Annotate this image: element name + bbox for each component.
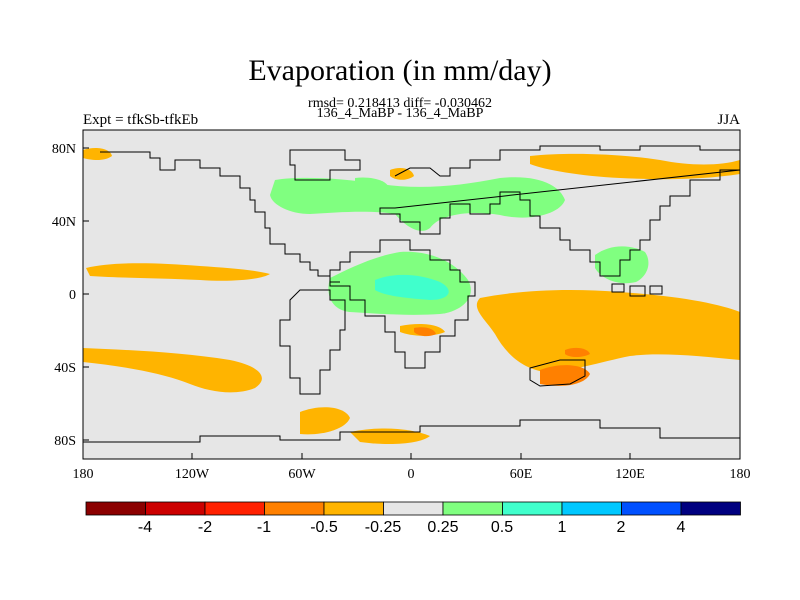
anomaly-fields	[83, 148, 740, 444]
positive-region-greenland	[355, 177, 388, 189]
negative-south-atlantic	[300, 407, 350, 435]
colorbar-box	[145, 501, 206, 516]
case-text: 136_4_MaBP - 136_4_MaBP	[316, 106, 484, 121]
lat-tick-labels: 80N 40N 0 40S 80S	[52, 142, 76, 449]
colorbar-label: -0.5	[310, 519, 338, 536]
positive-region-eurasia	[270, 177, 565, 231]
colorbar-label: 2	[617, 519, 626, 536]
coastline-africa	[329, 239, 476, 369]
colorbar-labels: -4 -2 -1 -0.5 -0.25 0.25 0.5 1 2 4	[138, 519, 686, 536]
coastline-north-america	[100, 151, 340, 283]
lat-tick-label: 40N	[52, 215, 76, 230]
strong-negative-africa	[414, 327, 436, 337]
strong-negative-australia	[540, 365, 590, 386]
colorbar-label: -2	[198, 519, 212, 536]
lat-tick-label: 0	[69, 288, 76, 303]
strong-negative-indian	[565, 347, 590, 357]
colorbar-label: -4	[138, 519, 152, 536]
negative-asia	[390, 168, 414, 180]
lon-tick-label: 120W	[175, 467, 210, 482]
negative-tropical-pacific	[86, 263, 270, 281]
axis-ticks	[82, 147, 741, 459]
coastline-eurasia	[379, 145, 741, 277]
colorbar-box	[85, 501, 146, 516]
positive-region-seasia	[595, 246, 649, 284]
strong-positive-africa	[375, 274, 449, 300]
lon-tick-label: 120E	[615, 467, 645, 482]
lon-tick-label: 60E	[510, 467, 533, 482]
stats-text: rmsd= 0.218413 diff= -0.030462	[308, 96, 492, 111]
lon-tick-label: 60W	[288, 467, 316, 482]
colorbar-box	[323, 501, 384, 516]
colorbar-label: 1	[558, 519, 567, 536]
colorbar-box	[383, 501, 444, 516]
coastline-australia	[529, 359, 586, 387]
negative-north-europe	[530, 153, 740, 180]
negative-south-pacific	[83, 348, 262, 393]
season-label: JJA	[717, 112, 740, 128]
colorbar-box	[204, 501, 265, 516]
colorbar-box	[561, 501, 622, 516]
colorbar-box	[442, 501, 503, 516]
colorbar-label: -1	[257, 519, 271, 536]
coastline-outlines	[83, 145, 741, 443]
experiment-label: Expt = tfkSb-tfkEb	[83, 112, 199, 128]
colorbar-label: -0.25	[365, 519, 402, 536]
colorbar-box	[264, 501, 325, 516]
colorbar-box	[621, 501, 682, 516]
negative-north-atlantic	[83, 148, 112, 160]
lat-tick-label: 80N	[52, 142, 76, 157]
lat-tick-label: 80S	[54, 434, 76, 449]
colorbar-box	[680, 501, 741, 516]
colorbar-label: 0.25	[427, 519, 458, 536]
coastline-antarctica	[83, 419, 740, 443]
negative-indian-ocean	[476, 290, 740, 372]
lon-tick-label: 0	[408, 467, 415, 482]
colorbar	[85, 501, 741, 516]
lon-tick-labels: 180 120W 60W 0 60E 120E 180	[73, 467, 751, 482]
coastline-south-america	[279, 289, 346, 395]
colorbar-box	[502, 501, 563, 516]
colorbar-label: 4	[677, 519, 686, 536]
lon-tick-label: 180	[73, 467, 94, 482]
coastline-greenland	[289, 149, 361, 181]
plot-title: Evaporation (in mm/day)	[248, 54, 552, 87]
lat-tick-label: 40S	[54, 361, 76, 376]
colorbar-label: 0.5	[491, 519, 513, 536]
lon-tick-label: 180	[730, 467, 751, 482]
coastline-islands	[611, 283, 663, 297]
